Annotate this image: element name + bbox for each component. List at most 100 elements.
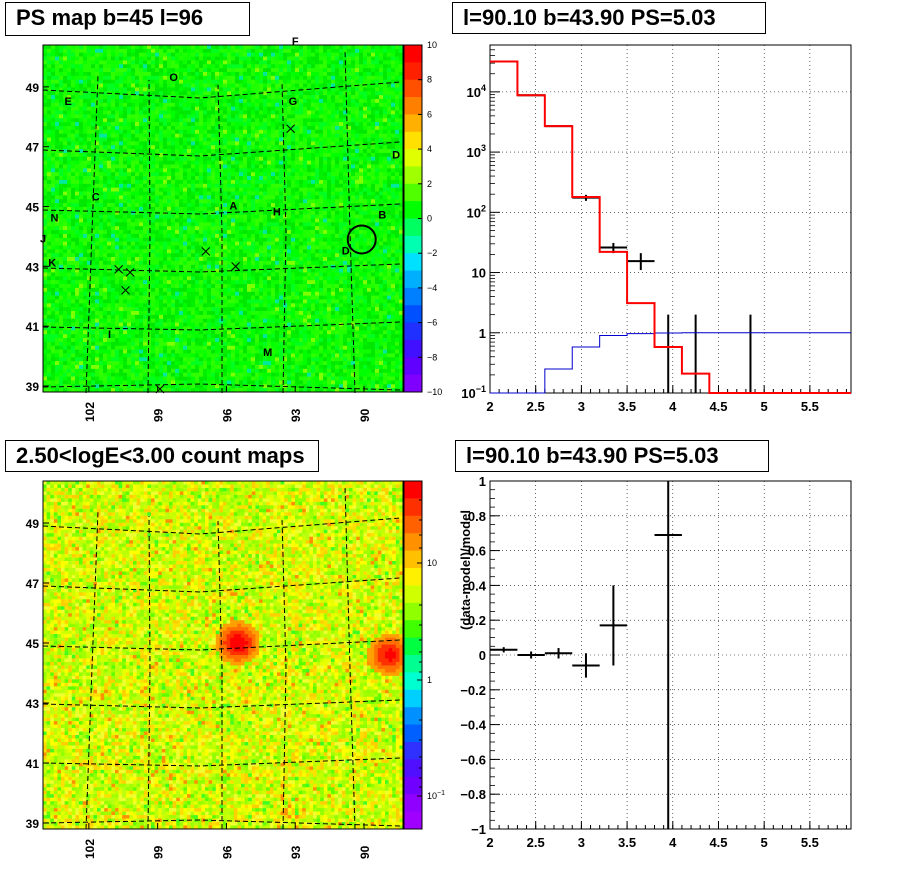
residual-ytick-label: 0	[479, 648, 486, 663]
ps-map-grat-line	[43, 384, 400, 390]
count-map-grat-line	[148, 516, 150, 829]
count-map-graticule	[43, 486, 400, 829]
residual-xtick-label: 3	[578, 835, 585, 850]
ps-map-source-cross	[156, 385, 164, 393]
spectrum-ytick-label: 102	[467, 203, 486, 220]
ps-map-grat-line	[43, 204, 400, 214]
source-label-C: C	[92, 192, 100, 204]
residual-ytick-label: −1	[471, 822, 486, 837]
count-map-ytick-label: 49	[26, 517, 40, 531]
spectrum-background-model	[490, 333, 851, 393]
ps-map-xtick-label: 93	[289, 408, 303, 422]
spectrum-xtick-label: 3	[578, 399, 585, 414]
count-map-cells	[43, 481, 403, 829]
ps-map-ytick-label: 49	[26, 81, 40, 95]
count-map-xtick-label: 90	[358, 845, 372, 859]
ps-map-colorbar-label: −4	[427, 283, 437, 293]
ps-map-colorbar-label: −6	[427, 318, 437, 328]
ps-map-colorbar-label: 2	[427, 179, 432, 189]
ps-map-colorbar-label: 8	[427, 75, 432, 85]
count-map-grat-line	[43, 640, 400, 650]
count-map-xtick-label: 102	[83, 839, 97, 859]
count-map-frame	[43, 481, 403, 829]
residual-ytick-label: −0.4	[460, 718, 486, 733]
count-map-ytick-label: 39	[26, 817, 40, 831]
source-label-B: B	[378, 210, 386, 222]
ps-map-grat-line	[218, 85, 222, 393]
spectrum-ytick-label: 10	[472, 266, 486, 281]
ps-map-grat-line	[43, 142, 400, 156]
residual-ytick-label: −0.8	[460, 787, 486, 802]
count-map-ytick-label: 45	[26, 637, 40, 651]
spectrum-grid	[490, 45, 851, 393]
ps-map-ytick-label: 45	[26, 201, 40, 215]
ps-map-colorbar-label: 4	[427, 144, 432, 154]
residual-xtick-label: 2	[486, 835, 493, 850]
residual-ylabel: (data-model)/model	[458, 510, 473, 630]
residual-xtick-label: 5.5	[801, 835, 819, 850]
ps-map-roi-circle	[348, 225, 376, 253]
ps-map-source-cross	[126, 268, 134, 276]
count-map-grat-line	[345, 486, 355, 829]
residual-frame	[490, 481, 851, 829]
ps-map-ytick-label: 43	[26, 260, 40, 274]
count-map-grat-line	[43, 518, 400, 534]
residual-xtick-label: 3.5	[618, 835, 636, 850]
ps-map-xtick-label: 90	[358, 408, 372, 422]
spectrum-xtick-label: 5.5	[801, 399, 819, 414]
spectrum-frame	[490, 45, 851, 393]
source-label-J: J	[40, 233, 46, 245]
spectrum-ytick-label: 10−1	[461, 384, 486, 401]
residual-ytick-label: 0.8	[468, 509, 486, 524]
ps-map-colorbar-label: −2	[427, 248, 437, 258]
source-label-K: K	[48, 257, 56, 269]
residual-ytick-label: −0.6	[460, 752, 486, 767]
source-label-M: M	[263, 347, 272, 359]
ps-map-grat-line	[43, 322, 400, 330]
count-map-grat-line	[43, 758, 400, 766]
residual-xtick-label: 2.5	[527, 835, 545, 850]
source-label-A: A	[229, 201, 237, 213]
ps-map-grat-line	[43, 264, 400, 272]
ps-map-grat-line	[148, 80, 150, 393]
spectrum-ytick-label: 104	[467, 83, 486, 100]
ps-map-grat-line	[43, 82, 400, 98]
count-map-colorbar-label: 10	[427, 558, 437, 568]
count-map-grat-line	[282, 518, 286, 829]
residual-xtick-label: 5	[761, 835, 768, 850]
ps-map-title: PS map b=45 l=96	[5, 2, 250, 36]
ps-map-colorbar-label: −10	[427, 387, 442, 397]
count-map-ytick-label: 41	[26, 757, 40, 771]
spectrum-xtick-label: 4.5	[709, 399, 727, 414]
source-label-G: G	[289, 96, 298, 108]
spectrum-xtick-label: 5	[761, 399, 768, 414]
ps-map-ytick-label: 47	[26, 141, 40, 155]
count-map-ytick-label: 47	[26, 577, 40, 591]
ps-map-xtick-label: 99	[152, 408, 166, 422]
residual-title: l=90.10 b=43.90 PS=5.03	[455, 440, 769, 472]
source-label-D: D	[342, 245, 350, 257]
ps-map-ytick-label: 41	[26, 320, 40, 334]
spectrum-xtick-label: 4	[669, 399, 677, 414]
spectrum-xtick-label: 3.5	[618, 399, 636, 414]
source-label-N: N	[50, 212, 58, 224]
residual-ytick-label: 1	[479, 474, 486, 489]
count-map-grat-line	[43, 820, 400, 826]
spectrum-total-model	[490, 61, 851, 393]
source-label-E: E	[65, 96, 72, 108]
residual-ytick-label: 0.2	[468, 613, 486, 628]
ps-map-grat-line	[282, 82, 286, 393]
source-label-F: F	[292, 36, 299, 48]
ps-map-frame	[43, 45, 403, 392]
spectrum-ytick-label: 1	[479, 326, 486, 341]
spectrum-xtick-label: 2	[486, 399, 493, 414]
count-map-colorbar-label: 1	[427, 675, 432, 685]
residual-ytick-label: 0.4	[468, 578, 487, 593]
count-map-grat-line	[86, 511, 98, 829]
residual-grid	[490, 481, 851, 829]
source-label-I: I	[108, 329, 111, 341]
